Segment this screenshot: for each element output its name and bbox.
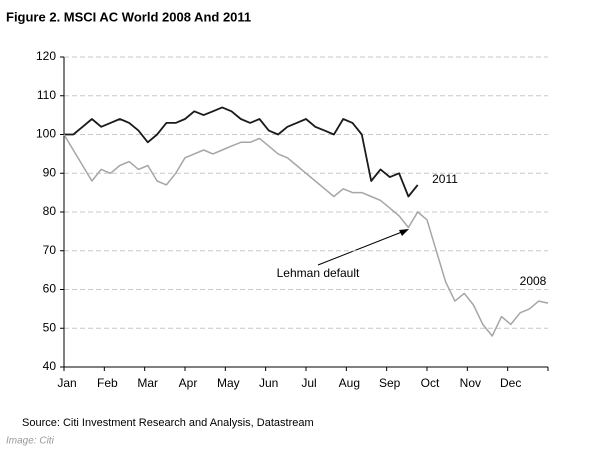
y-tick-label: 100	[36, 127, 56, 141]
x-tick-label: Dec	[500, 376, 521, 390]
y-tick-label: 90	[43, 165, 57, 179]
x-tick-label: Jul	[301, 376, 316, 390]
x-tick-label: Oct	[421, 376, 440, 390]
y-tick-label: 60	[43, 282, 57, 296]
annotation: Lehman default	[277, 266, 360, 280]
x-tick-label: Apr	[179, 376, 198, 390]
x-tick-label: May	[217, 376, 240, 390]
y-tick-label: 70	[43, 243, 57, 257]
chart-title: Figure 2. MSCI AC World 2008 And 2011	[6, 9, 251, 24]
y-tick-label: 110	[37, 88, 56, 102]
y-tick-label: 50	[43, 320, 57, 334]
series-label: 2008	[520, 274, 547, 288]
x-tick-label: Nov	[460, 376, 481, 390]
arrow-head	[399, 229, 409, 236]
y-tick-label: 80	[43, 204, 57, 218]
image-credit: Image: Citi	[6, 436, 55, 447]
x-tick-label: Jun	[259, 376, 278, 390]
source-note: Source: Citi Investment Research and Ana…	[22, 417, 314, 429]
series-line	[64, 106, 419, 198]
x-tick-label: Aug	[339, 376, 360, 390]
series-line	[63, 134, 549, 337]
y-tick-label: 40	[43, 359, 57, 373]
x-tick-label: Feb	[97, 376, 118, 390]
y-tick-label: 120	[36, 49, 56, 63]
series-label: 2011	[432, 172, 458, 186]
x-tick-label: Mar	[137, 376, 158, 390]
x-tick-label: Jan	[57, 376, 76, 390]
x-tick-label: Sep	[379, 376, 401, 390]
annotation-arrow	[317, 229, 408, 266]
